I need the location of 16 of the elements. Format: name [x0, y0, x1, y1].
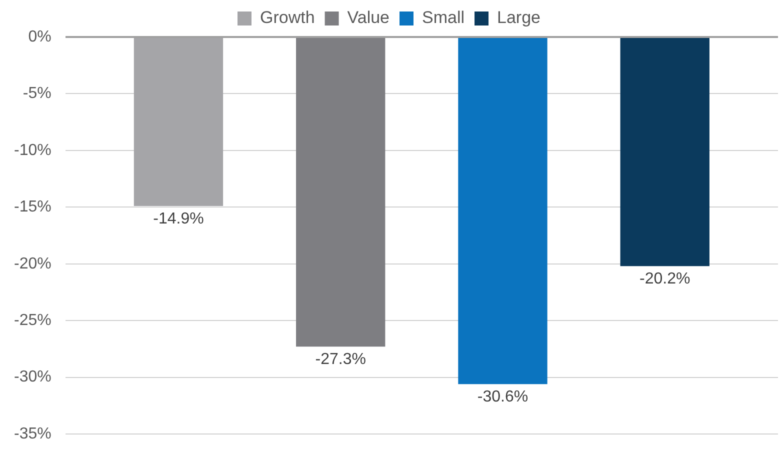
y-tick-label: -10% [14, 142, 52, 159]
legend-label: Small [422, 8, 465, 28]
data-label: -27.3% [315, 351, 366, 368]
legend-label: Growth [260, 8, 315, 28]
data-label: -14.9% [153, 210, 204, 228]
data-label: -20.2% [640, 270, 690, 288]
y-tick-label: -15% [14, 198, 52, 216]
y-tick-label: -35% [14, 425, 52, 442]
y-tick-label: -25% [14, 312, 52, 329]
y-tick-label: -30% [14, 368, 52, 386]
legend-label: Value [347, 8, 390, 28]
legend-label: Large [497, 8, 541, 28]
y-tick-label: 0% [28, 28, 52, 46]
data-label: -30.6% [477, 388, 528, 406]
y-tick-label: -5% [22, 85, 52, 102]
y-tick-label: -20% [14, 255, 52, 272]
